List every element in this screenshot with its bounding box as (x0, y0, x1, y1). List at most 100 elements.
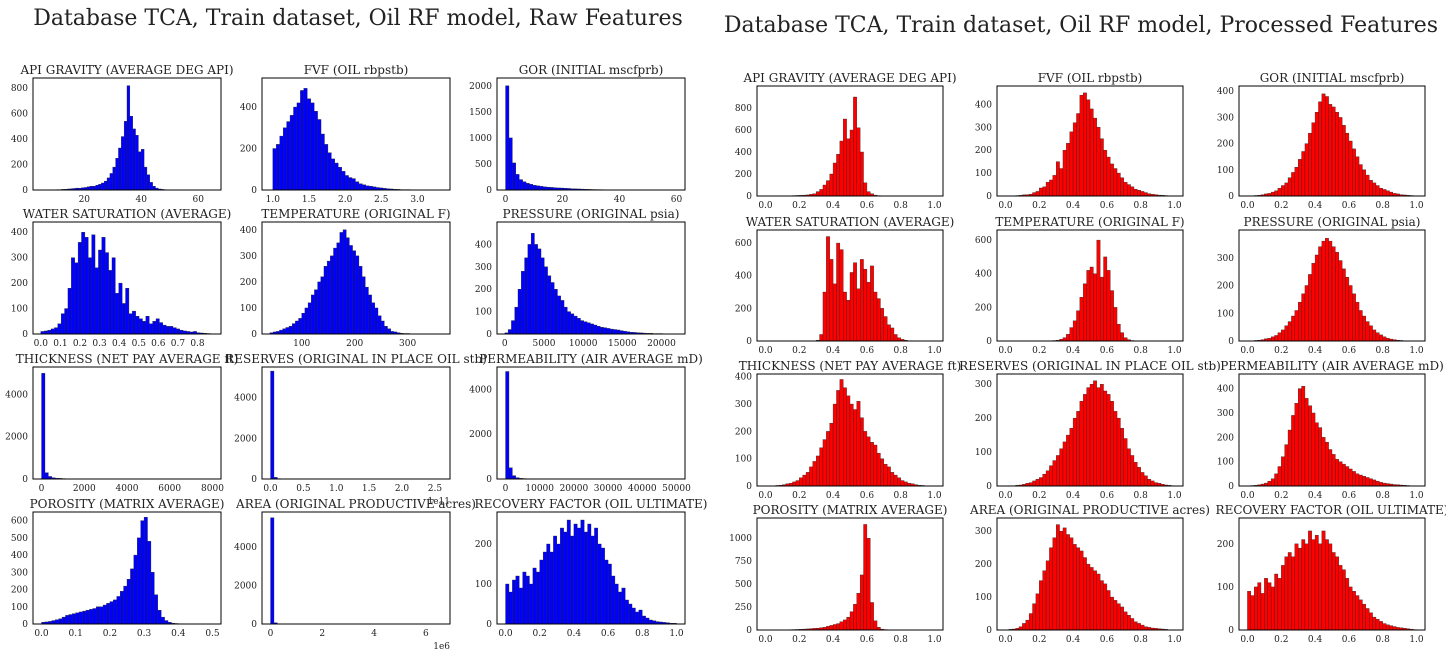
histogram-bar (326, 260, 331, 334)
histogram-bar (141, 149, 145, 190)
histogram-bar (603, 327, 607, 334)
histogram-bar (320, 133, 325, 190)
histogram-bar (1022, 623, 1026, 630)
panel-title: PERMEABILITY (AIR AVERAGE mD) (479, 352, 703, 366)
histogram-bar (1133, 621, 1138, 630)
x-tick-label: 0.4 (1066, 201, 1081, 211)
bars (765, 236, 935, 341)
histogram-bar (78, 611, 83, 624)
histogram-bar (1284, 182, 1289, 196)
histogram-bar (1110, 596, 1114, 630)
y-tick-label: 500 (475, 160, 492, 170)
y-tick-label: 400 (735, 373, 752, 383)
histogram-bar (1028, 482, 1033, 486)
bars (1247, 238, 1417, 341)
histogram-bar (604, 559, 609, 624)
histogram-bar (352, 250, 356, 334)
x-tick-label: 0.0 (998, 491, 1013, 501)
histogram-bar (580, 320, 584, 334)
x-tick-label: 0.2 (1274, 491, 1288, 501)
y-tick-label: 4000 (469, 385, 492, 395)
histogram-bar (1277, 578, 1282, 630)
y-tick-label: 100 (1217, 583, 1234, 593)
histogram-bar (596, 325, 601, 334)
histogram-bar (1035, 479, 1040, 486)
histogram-bar (1341, 125, 1346, 196)
x-tick-label: 1.0 (1167, 491, 1182, 501)
histogram-bar (1069, 537, 1074, 630)
x-tick-label: 1.0 (266, 195, 281, 205)
bars (1005, 524, 1175, 630)
x-tick-label: 0.1 (69, 629, 83, 639)
histogram-bar (1314, 254, 1319, 341)
histogram-bar (573, 315, 578, 334)
histogram-bar (1116, 324, 1121, 341)
x-tick-label: 0.4 (1066, 346, 1081, 356)
histogram-bar (1355, 473, 1360, 486)
histogram-bar (1314, 422, 1319, 486)
panel-title: FVF (OIL rbpstb) (1038, 71, 1143, 85)
y-tick-label: 0 (22, 186, 28, 196)
panel: 0.0 0.2 0.4 0.6 0.8 1.0 0 100 200 RECOVERY FACTOR… (475, 497, 708, 639)
x-tick-label: 2 (319, 629, 325, 639)
panel: 0.0 0.2 0.4 0.6 0.8 1.0 0 200 400 600 800 API GRAVI… (735, 71, 957, 211)
histogram-bar (1150, 480, 1155, 486)
x-tick-label: 0.1 (53, 339, 67, 349)
histogram-bar (556, 543, 561, 624)
y-tick-label: 400 (11, 228, 28, 238)
panel: 0.0 0.2 0.4 0.6 0.8 1.0 0 100 200 300 400 PERMEABIL… (1217, 359, 1444, 501)
histogram-bar (81, 232, 86, 334)
axes-frame (261, 221, 451, 335)
panel: 0.0 0.2 0.4 0.6 0.8 1.0 0 100 200 300 RESERVES (OR… (959, 359, 1221, 501)
histogram-bar (1365, 321, 1370, 341)
histogram-bar (1042, 570, 1047, 630)
x-tick-label: 0.5 (296, 484, 311, 494)
histogram-bar (1355, 156, 1360, 196)
y-tick-label: 200 (240, 278, 257, 288)
histogram-bar (529, 583, 534, 624)
histogram-bar (1281, 565, 1285, 630)
histogram-bar (832, 624, 837, 630)
histogram-bar (1277, 466, 1282, 486)
histogram-bar (550, 282, 555, 334)
x-tick-label: 0.6 (860, 346, 875, 356)
histogram-bar (611, 575, 616, 624)
histogram-bar (1318, 246, 1323, 341)
histogram-bar (303, 88, 308, 190)
histogram-bar (863, 182, 868, 196)
histogram-bar (621, 587, 626, 624)
y-tick-label: 400 (1217, 87, 1234, 97)
y-tick-label: 400 (975, 100, 992, 110)
histogram-bar (1270, 478, 1275, 486)
panel-title: API GRAVITY (AVERAGE DEG API) (742, 71, 956, 85)
panel: 0.0 0.1 0.2 0.3 0.4 0.5 0 100 200 300 400 500 600POR… (11, 497, 225, 639)
x-tick-label: 20000 (647, 339, 676, 349)
histogram-bar (557, 295, 561, 334)
histogram-bar (521, 271, 525, 334)
histogram-bar (570, 313, 575, 334)
histogram-bar (304, 307, 309, 334)
histogram-bar (1304, 285, 1309, 341)
histogram-bar (1338, 565, 1343, 630)
histogram-bar (1052, 175, 1057, 196)
histogram-bar (1321, 93, 1326, 196)
histogram-bar (150, 572, 155, 624)
histogram-bar (1143, 192, 1148, 196)
histogram-bar (859, 151, 864, 196)
histogram-bar (554, 289, 558, 334)
panel-title: TEMPERATURE (ORIGINAL F) (995, 215, 1184, 229)
histogram-bar (41, 373, 46, 479)
y-tick-label: 400 (975, 270, 992, 280)
histogram-bar (132, 128, 136, 190)
histogram-bar (320, 276, 325, 334)
x-tick-label: 0.0 (34, 629, 49, 639)
histogram-bar (1052, 460, 1057, 486)
bars (1005, 239, 1175, 341)
histogram-bar (876, 298, 881, 341)
y-tick-label: 400 (1217, 385, 1234, 395)
histogram-bar (317, 281, 321, 334)
y-tick-label: 0 (486, 186, 492, 196)
histogram-bar (84, 237, 89, 334)
histogram-bar (805, 472, 810, 486)
